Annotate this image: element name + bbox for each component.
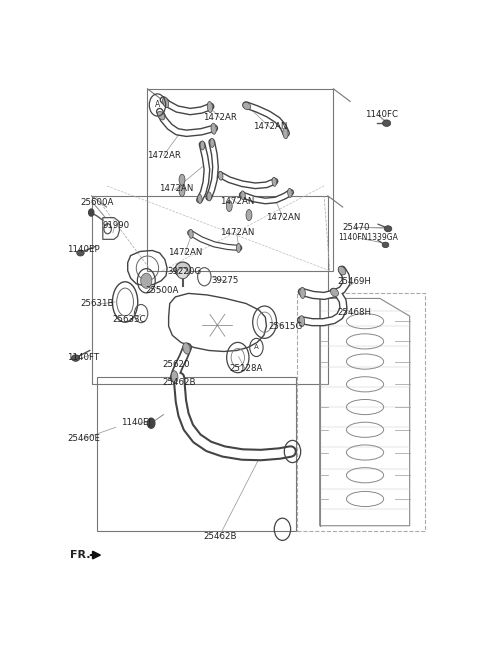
Ellipse shape	[288, 188, 292, 197]
Ellipse shape	[177, 268, 188, 279]
Ellipse shape	[211, 123, 216, 134]
Text: 1140FC: 1140FC	[365, 110, 398, 119]
Text: 25600A: 25600A	[81, 198, 114, 207]
Text: A: A	[254, 344, 259, 350]
Circle shape	[89, 209, 94, 216]
Ellipse shape	[272, 177, 276, 186]
Text: 39275: 39275	[212, 276, 239, 285]
Text: 25620: 25620	[162, 359, 190, 369]
Text: A: A	[155, 100, 160, 110]
Ellipse shape	[300, 287, 305, 298]
Ellipse shape	[299, 316, 305, 327]
Text: 1472AR: 1472AR	[203, 113, 237, 121]
Ellipse shape	[283, 128, 288, 139]
Ellipse shape	[236, 243, 241, 253]
Text: 25500A: 25500A	[145, 287, 179, 295]
Text: 25615G: 25615G	[268, 321, 302, 331]
Ellipse shape	[198, 194, 202, 203]
Text: 91990: 91990	[103, 220, 130, 230]
Ellipse shape	[207, 102, 213, 113]
Text: 1140EJ: 1140EJ	[121, 418, 151, 426]
Text: 39220G: 39220G	[168, 267, 202, 276]
Text: FR.: FR.	[71, 550, 91, 560]
Ellipse shape	[163, 97, 168, 108]
Ellipse shape	[207, 192, 211, 201]
Ellipse shape	[189, 230, 193, 238]
Text: 1472AN: 1472AN	[266, 213, 301, 222]
Text: 25631B: 25631B	[81, 299, 114, 308]
Ellipse shape	[241, 191, 245, 200]
Ellipse shape	[382, 242, 389, 248]
Text: 25462B: 25462B	[162, 379, 196, 387]
Text: 1140FN1339GA: 1140FN1339GA	[338, 234, 398, 242]
Ellipse shape	[246, 209, 252, 220]
Ellipse shape	[175, 262, 191, 277]
Ellipse shape	[338, 266, 346, 275]
Text: 1472AN: 1472AN	[168, 249, 202, 258]
Ellipse shape	[384, 226, 392, 232]
Ellipse shape	[179, 185, 185, 196]
Text: 25462B: 25462B	[203, 532, 237, 541]
Text: 25460E: 25460E	[67, 434, 100, 443]
Ellipse shape	[331, 289, 338, 297]
Ellipse shape	[183, 342, 190, 354]
Ellipse shape	[179, 174, 185, 185]
Ellipse shape	[200, 141, 204, 150]
Ellipse shape	[157, 112, 165, 120]
Ellipse shape	[171, 371, 178, 382]
Circle shape	[147, 418, 155, 428]
Ellipse shape	[243, 102, 251, 110]
Ellipse shape	[383, 120, 391, 127]
Text: 25468H: 25468H	[337, 308, 371, 317]
Text: 25128A: 25128A	[229, 363, 263, 373]
Text: 25633C: 25633C	[112, 315, 145, 324]
Text: 1472AN: 1472AN	[253, 122, 288, 131]
Ellipse shape	[226, 201, 232, 212]
Circle shape	[141, 273, 152, 289]
Text: 1472AR: 1472AR	[147, 151, 181, 160]
Text: 25469H: 25469H	[337, 277, 371, 286]
Text: 1472AN: 1472AN	[220, 228, 254, 237]
Text: 1140EP: 1140EP	[67, 245, 100, 254]
Text: 1472AN: 1472AN	[220, 197, 254, 207]
Text: 1472AN: 1472AN	[158, 184, 193, 194]
Ellipse shape	[77, 250, 84, 256]
Ellipse shape	[218, 171, 223, 180]
Text: 25470: 25470	[343, 223, 370, 232]
Ellipse shape	[210, 138, 215, 148]
Ellipse shape	[72, 355, 80, 361]
Text: 1140FT: 1140FT	[67, 353, 99, 362]
